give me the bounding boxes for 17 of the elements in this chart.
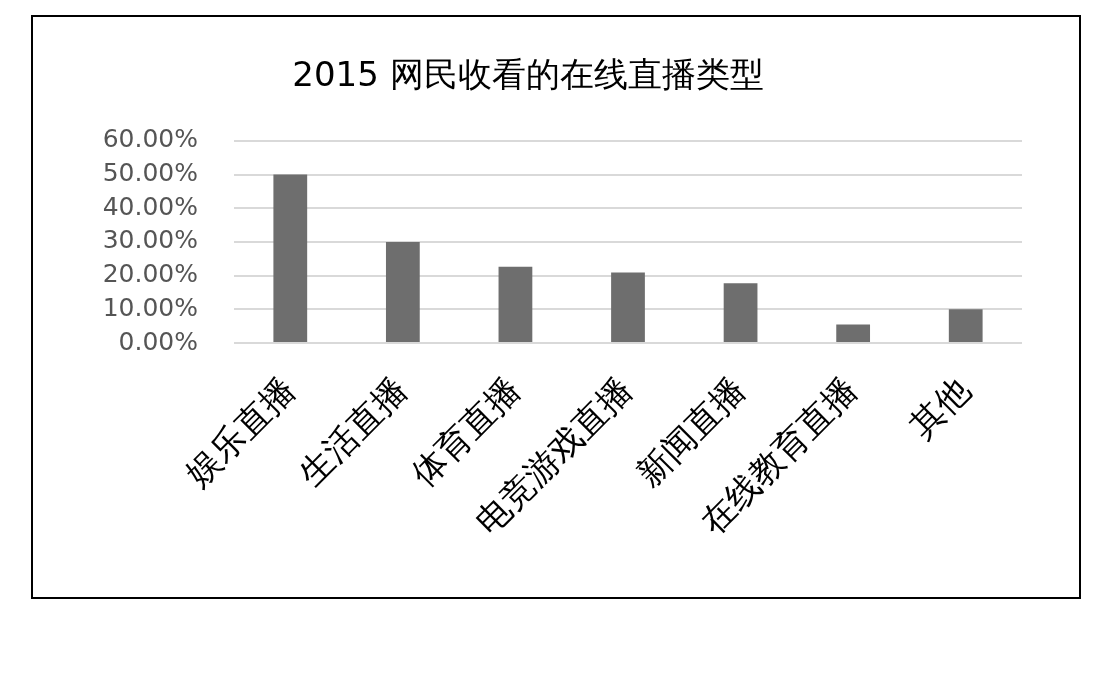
y-tick-label: 60.00% [102,124,198,154]
y-tick-label: 40.00% [102,191,198,221]
y-tick-label: 20.00% [102,259,198,289]
chart-title: 2015 网民收看的在线直播类型 [292,54,764,95]
y-tick-label: 30.00% [102,225,198,255]
bar [948,309,983,342]
bar [611,272,645,342]
y-tick-label: 50.00% [102,158,198,187]
y-tick-label: 10.00% [102,292,198,322]
x-tick-label: 娱乐直播 [179,370,302,493]
x-tick-label: 其他 [902,370,977,445]
bar [498,266,533,342]
y-tick-label: 0.00% [118,326,198,356]
bar [836,324,871,342]
bar [723,283,758,342]
bar [273,174,308,342]
bar [385,241,420,342]
